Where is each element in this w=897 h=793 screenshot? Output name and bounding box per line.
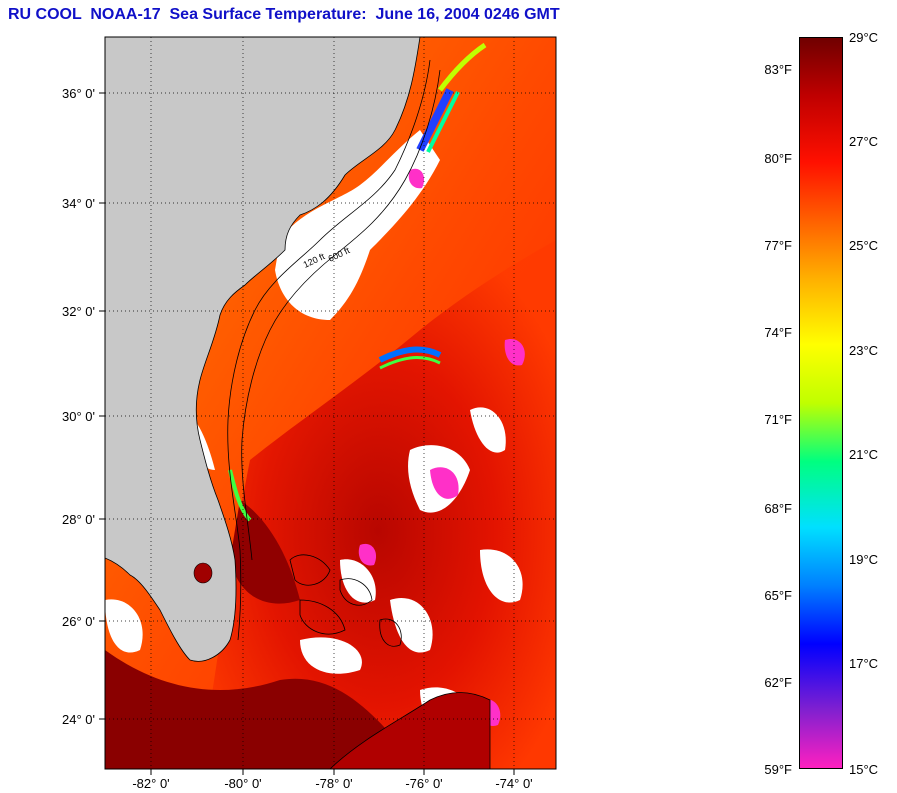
cb-f-label-59: 59°F [764, 762, 792, 777]
cb-f-label-62: 62°F [764, 675, 792, 690]
warm-southern-water [105, 650, 420, 769]
lon-label-74: -74° 0' [495, 776, 532, 791]
cb-c-label-21: 21°C [849, 447, 879, 462]
lon-label-78: -78° 0' [315, 776, 352, 791]
cb-f-label-74: 74°F [764, 325, 792, 340]
lat-label-30: 30° 0' [62, 409, 95, 424]
temperature-colorbar [799, 37, 843, 769]
cb-c-label-27: 27°C [849, 134, 879, 149]
isobath-lines [227, 59, 441, 641]
lat-label-32: 32° 0' [62, 304, 95, 319]
cb-f-label-83: 83°F [764, 62, 792, 77]
warm-eddy [230, 500, 300, 604]
bahamas-outline [289, 554, 402, 647]
lat-label-24: 24° 0' [62, 712, 95, 727]
cb-c-label-29: 29°C [849, 30, 879, 45]
lat-label-28: 28° 0' [62, 512, 95, 527]
cb-f-label-71: 71°F [764, 412, 792, 427]
cb-f-label-68: 68°F [764, 501, 792, 516]
cuba-coastline [329, 692, 491, 769]
lake-okeechobee [193, 562, 213, 584]
lon-label-80: -80° 0' [224, 776, 261, 791]
cold-water-patches [358, 168, 525, 726]
lon-label-76: -76° 0' [405, 776, 442, 791]
lon-label-82: -82° 0' [132, 776, 169, 791]
cb-f-label-65: 65°F [764, 588, 792, 603]
cb-c-label-19: 19°C [849, 552, 879, 567]
map-frame [104, 36, 557, 770]
cb-c-label-23: 23°C [849, 343, 879, 358]
gulf-stream-warm-water [200, 240, 556, 769]
cb-c-label-15: 15°C [849, 762, 879, 777]
lat-label-34: 34° 0' [62, 196, 95, 211]
land-mass [105, 37, 421, 662]
map-area: 120 ft 600 ft [105, 37, 556, 769]
map-title: RU COOL NOAA-17 Sea Surface Temperature:… [8, 6, 560, 23]
temperature-fronts [228, 42, 487, 522]
cb-f-label-77: 77°F [764, 238, 792, 253]
axis-ticks [99, 92, 515, 775]
cb-f-label-80: 80°F [764, 151, 792, 166]
cb-c-label-25: 25°C [849, 238, 879, 253]
lat-label-36: 36° 0' [62, 86, 95, 101]
cb-c-label-17: 17°C [849, 656, 879, 671]
lat-label-26: 26° 0' [62, 614, 95, 629]
